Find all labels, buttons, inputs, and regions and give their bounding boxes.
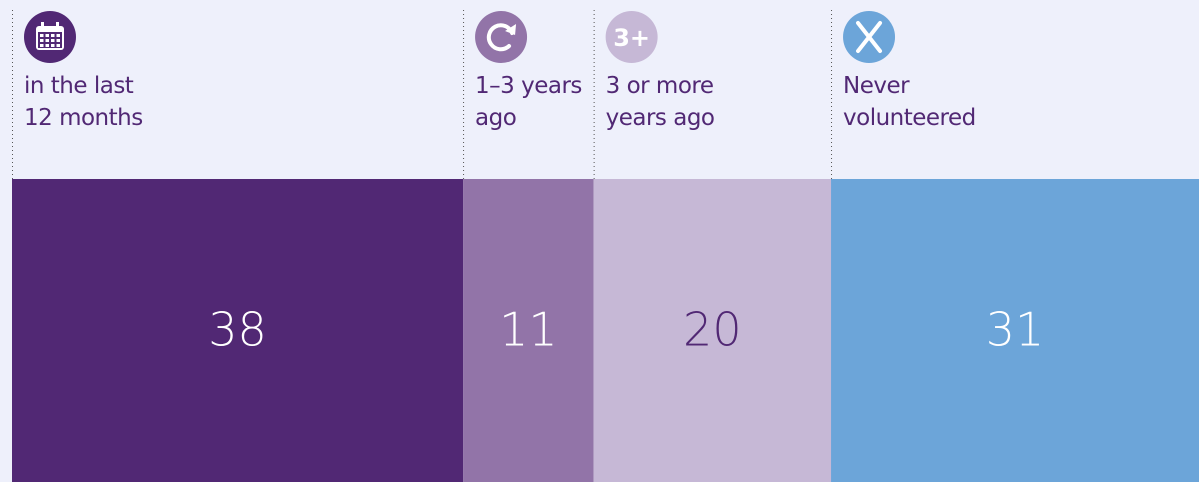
- segment-label: in the last 12 months: [24, 73, 143, 131]
- value-label: 31: [986, 303, 1045, 357]
- segment-label: 3 or more years ago: [605, 73, 715, 131]
- icon-text: 3+: [613, 24, 650, 52]
- icon-shape: [56, 39, 60, 42]
- icon-circle: [605, 11, 658, 63]
- bar-segment: [463, 179, 594, 482]
- segment-label: 1–3 years ago: [475, 73, 582, 131]
- icon-shape: [51, 39, 55, 42]
- icon-shape: [56, 34, 60, 37]
- segment-label: Never volunteered: [843, 73, 976, 131]
- icon-shape: [40, 39, 44, 42]
- icon-shape: [41, 22, 44, 29]
- icon-shape: [40, 34, 44, 37]
- icon-shape: [56, 22, 59, 29]
- icon-shape: [51, 44, 55, 47]
- icon-shape: [45, 44, 49, 47]
- icon-shape: [45, 39, 49, 42]
- icon-shape: [56, 44, 60, 47]
- value-label: 20: [683, 303, 742, 357]
- icon-shape: [40, 44, 44, 47]
- icon: [475, 11, 528, 63]
- icon: 3+: [605, 11, 658, 63]
- icon-shape: [45, 34, 49, 37]
- icon-shape: [51, 34, 55, 37]
- icon: [843, 11, 896, 63]
- icon-shape: [856, 21, 883, 53]
- value-label: 11: [499, 303, 558, 357]
- value-label: 38: [208, 303, 267, 357]
- icon-shape: [505, 24, 517, 35]
- bar-segment: [12, 179, 464, 482]
- icon: [24, 11, 76, 63]
- icon-circle: [475, 11, 528, 63]
- bar-segment: [831, 179, 1199, 482]
- icon-shape: [486, 23, 515, 52]
- icon-shape: [38, 32, 62, 48]
- bar-segment: [593, 179, 832, 482]
